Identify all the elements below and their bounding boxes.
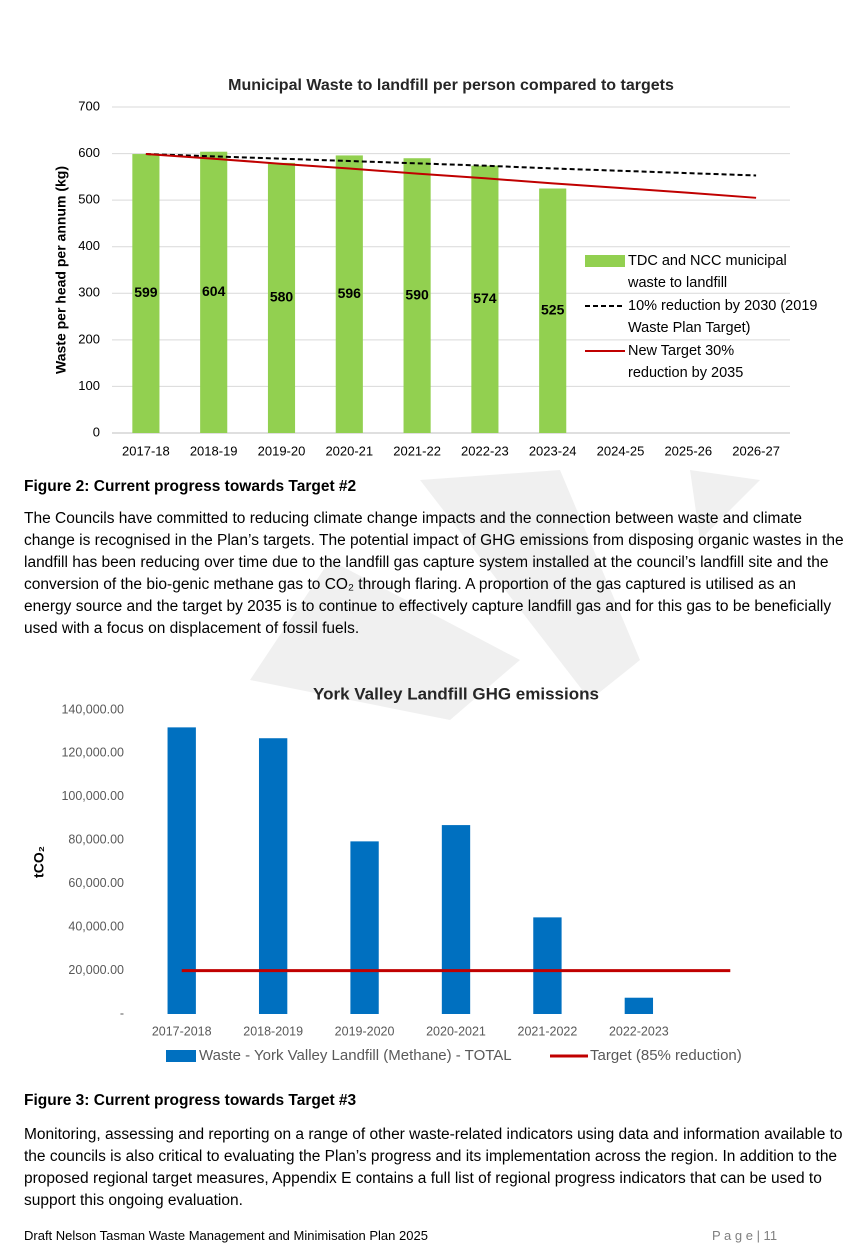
x-tick-label: 2023-24 (529, 443, 577, 458)
x-tick-label: 2019-2020 (335, 1024, 395, 1038)
line (145, 153, 757, 199)
chart-title: Municipal Waste to landfill per person c… (228, 77, 674, 94)
data-label: 604 (202, 283, 226, 299)
y-tick-label: 80,000.00 (68, 833, 124, 847)
caption: Figure 3: Current progress towards Targe… (24, 1092, 357, 1109)
x-tick-label: 2020-2021 (426, 1024, 486, 1038)
x-tick-label: 2026-27 (732, 443, 780, 458)
data-label: 580 (270, 289, 294, 305)
y-tick-label: 40,000.00 (68, 919, 124, 933)
line (145, 153, 757, 177)
data-label: 590 (405, 286, 429, 302)
bar (258, 738, 288, 1014)
chart-title: York Valley Landfill GHG emissions (313, 684, 599, 703)
x-tick-label: 2021-2022 (518, 1024, 578, 1038)
y-tick-label: 100 (78, 378, 100, 393)
legend-label: Target (85% reduction) (590, 1047, 742, 1064)
x-tick-label: 2017-2018 (152, 1024, 212, 1038)
x-tick-label: 2022-23 (461, 443, 509, 458)
legend-label: 10% reduction by 2030 (2019 Waste Plan T… (628, 298, 818, 336)
bar (624, 997, 654, 1014)
y-axis-label: Waste per head per annum (kg) (53, 166, 69, 374)
bar (533, 917, 562, 1014)
x-tick-label: 2024-25 (597, 443, 645, 458)
x-tick-label: 2018-2019 (243, 1024, 303, 1038)
y-tick-label: - (120, 1006, 124, 1020)
y-tick-label: 120,000.00 (61, 746, 124, 760)
y-tick-label: 500 (78, 192, 100, 207)
x-tick-label: 2021-22 (393, 443, 441, 458)
data-label: 525 (541, 301, 565, 317)
legend-label: New Target 30% reduction by 2035 (628, 343, 744, 381)
bar (200, 151, 228, 434)
y-tick-label: 0 (93, 424, 100, 439)
y-tick-label: 140,000.00 (61, 702, 124, 716)
y-axis-label: tCO₂ (31, 846, 47, 878)
legend-swatch (166, 1050, 196, 1062)
y-tick-label: 600 (78, 145, 100, 160)
paragraph: The Councils have committed to reducing … (24, 510, 844, 637)
y-tick-label: 700 (78, 98, 100, 113)
y-tick-label: 400 (78, 238, 100, 253)
bar (335, 155, 363, 434)
bar (132, 154, 160, 433)
bar (471, 165, 499, 433)
bar (403, 158, 431, 433)
y-tick-label: 300 (78, 285, 100, 300)
page-number: P a g e | 11 (712, 1228, 778, 1243)
bar (539, 188, 567, 433)
legend-label: TDC and NCC municipal waste to landfill (628, 253, 787, 291)
bar (350, 841, 379, 1014)
paragraph: Monitoring, assessing and reporting on a… (24, 1126, 843, 1209)
bar (441, 825, 471, 1014)
x-tick-label: 2018-19 (190, 443, 238, 458)
bar (267, 162, 296, 433)
watermark (250, 470, 760, 720)
x-tick-label: 2020-21 (325, 443, 373, 458)
x-tick-label: 2022-2023 (609, 1024, 669, 1038)
y-tick-label: 60,000.00 (68, 876, 124, 890)
y-tick-label: 100,000.00 (61, 789, 124, 803)
footer-title: Draft Nelson Tasman Waste Management and… (24, 1228, 428, 1243)
data-label: 574 (473, 290, 497, 306)
x-tick-label: 2025-26 (664, 443, 712, 458)
caption: Figure 2: Current progress towards Targe… (24, 478, 357, 495)
data-label: 596 (338, 285, 362, 301)
y-tick-label: 200 (78, 331, 100, 346)
x-tick-label: 2017-18 (122, 443, 170, 458)
x-tick-label: 2019-20 (258, 443, 306, 458)
legend-swatch (585, 255, 625, 267)
data-label: 599 (134, 284, 158, 300)
legend-label: Waste - York Valley Landfill (Methane) -… (199, 1047, 512, 1064)
y-tick-label: 20,000.00 (68, 963, 124, 977)
bar (167, 727, 196, 1014)
